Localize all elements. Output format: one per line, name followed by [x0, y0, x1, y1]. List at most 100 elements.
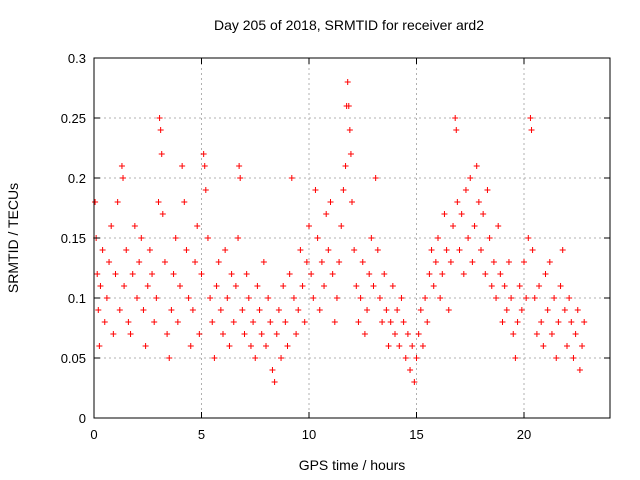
data-point [170, 271, 177, 277]
data-point [129, 271, 136, 277]
data-point [379, 319, 386, 325]
x-tick-label: 5 [198, 427, 205, 442]
data-point [411, 379, 418, 385]
data-point [566, 295, 573, 301]
data-point [346, 127, 353, 133]
data-point [258, 331, 265, 337]
data-point [168, 307, 175, 313]
data-point [508, 295, 515, 301]
data-point [381, 271, 388, 277]
data-point [555, 319, 562, 325]
data-point [559, 247, 566, 253]
data-point [327, 199, 334, 205]
data-point [531, 295, 538, 301]
data-point [458, 211, 465, 217]
y-tick-label: 0.25 [61, 111, 86, 126]
data-point [529, 247, 536, 253]
data-point [473, 163, 480, 169]
data-point [488, 283, 495, 289]
data-point [505, 259, 512, 265]
data-point [478, 247, 484, 253]
data-point [301, 319, 308, 325]
data-point [325, 247, 332, 253]
data-point [331, 319, 338, 325]
data-point [432, 259, 439, 265]
data-point [368, 235, 375, 241]
data-point [125, 319, 132, 325]
y-axis-label: SRMTID / TECUs [5, 183, 21, 293]
data-point [211, 355, 218, 361]
data-point [187, 343, 194, 349]
data-point [108, 223, 115, 229]
data-point [312, 187, 319, 193]
data-point [561, 307, 568, 313]
data-point [342, 163, 349, 169]
data-point [275, 307, 282, 313]
data-point [207, 295, 214, 301]
data-point [183, 247, 190, 253]
data-point [224, 295, 231, 301]
data-point [376, 295, 383, 301]
data-point [278, 355, 285, 361]
data-point [527, 115, 534, 121]
data-point [94, 271, 101, 277]
data-point [570, 355, 577, 361]
data-point [471, 223, 478, 229]
data-point [424, 319, 431, 325]
data-point [359, 259, 366, 265]
data-point [361, 331, 368, 337]
data-point [158, 151, 165, 157]
data-point [372, 175, 379, 181]
data-point [402, 355, 409, 361]
x-tick-label: 20 [517, 427, 531, 442]
y-tick-label: 0.15 [61, 231, 86, 246]
data-point [239, 307, 246, 313]
data-point [189, 307, 196, 313]
data-point [95, 307, 102, 313]
data-point [454, 199, 461, 205]
data-point [185, 295, 192, 301]
data-point [293, 331, 300, 337]
data-point [179, 163, 186, 169]
data-point [232, 283, 239, 289]
data-point [286, 271, 293, 277]
data-point [443, 247, 450, 253]
data-point [503, 307, 510, 313]
data-point [280, 283, 287, 289]
data-point [364, 307, 371, 313]
chart-title: Day 205 of 2018, SRMTID for receiver ard… [214, 17, 484, 33]
data-point [544, 307, 551, 313]
data-point [121, 283, 128, 289]
data-point [329, 271, 336, 277]
data-point [192, 259, 199, 265]
data-point [114, 199, 121, 205]
data-point [201, 163, 208, 169]
data-point [213, 283, 220, 289]
data-point [510, 331, 517, 337]
data-point [426, 271, 433, 277]
data-point [338, 223, 345, 229]
data-point [200, 151, 207, 157]
data-point [462, 187, 469, 193]
data-point [439, 271, 446, 277]
data-point [349, 199, 355, 205]
data-point [482, 271, 489, 277]
y-tick-label: 0.3 [68, 51, 86, 66]
data-point [96, 343, 103, 349]
data-point [389, 283, 396, 289]
data-point [290, 295, 297, 301]
data-point [254, 283, 261, 289]
data-point [469, 259, 476, 265]
data-point [437, 295, 444, 301]
data-point [284, 343, 291, 349]
data-point [321, 283, 328, 289]
data-point [374, 247, 381, 253]
data-point [181, 199, 188, 205]
data-point [267, 319, 274, 325]
data-point [336, 259, 343, 265]
data-point [564, 343, 570, 349]
data-point [172, 235, 179, 241]
data-point [383, 307, 390, 313]
data-point [230, 319, 237, 325]
